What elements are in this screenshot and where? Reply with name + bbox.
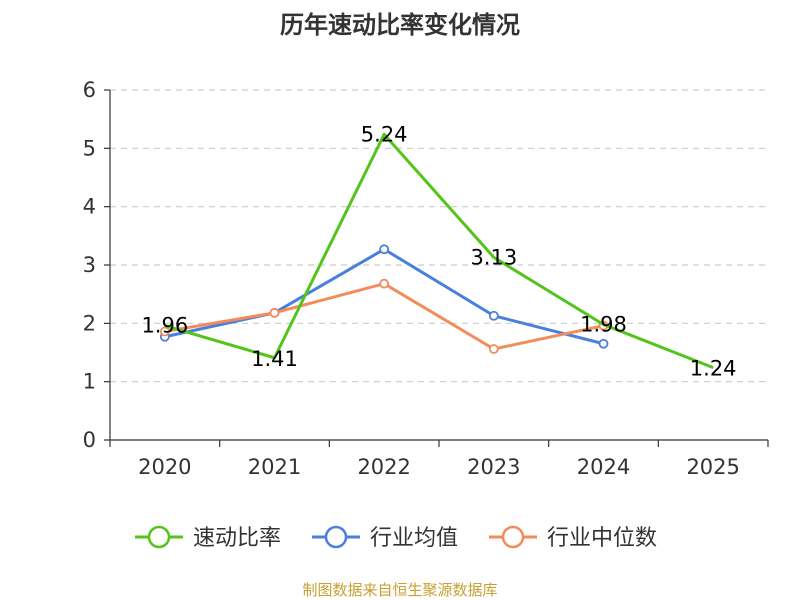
series-2-point-2021 <box>269 307 280 318</box>
series-line-2 <box>164 282 604 351</box>
series-line-1 <box>164 247 604 346</box>
series-2-point-2023 <box>488 344 499 354</box>
legend-marker-2 <box>501 525 525 549</box>
series-line-0 <box>164 132 714 370</box>
x-tick-label-2020: 2020 <box>138 455 191 479</box>
legend-marker-0 <box>147 525 171 549</box>
data-label-2020: 1.96 <box>141 314 188 338</box>
legend: 速动比率 行业均值 行业中位数 <box>135 525 657 551</box>
series-2-point-2022 <box>379 278 390 289</box>
data-label-2023: 3.13 <box>470 245 517 269</box>
x-tick-label-2022: 2022 <box>357 455 410 479</box>
y-tick-label-2: 2 <box>83 311 96 335</box>
series-1-point-2024 <box>598 338 609 349</box>
series-1-point-2023 <box>488 310 499 321</box>
y-tick-label-5: 5 <box>83 136 96 160</box>
legend-label-0: 速动比率 <box>193 526 281 551</box>
chart-title: 历年速动比率变化情况 <box>280 11 520 39</box>
x-tick-label-2024: 2024 <box>577 455 630 479</box>
data-label-2024: 1.98 <box>580 313 627 337</box>
data-labels: 1.96 1.41 5.24 3.13 1.98 1.24 <box>141 122 736 380</box>
x-tick-label-2025: 2025 <box>686 455 739 479</box>
axes: 0 1 2 3 4 5 6 2020 2021 2022 2023 2024 2025 <box>83 78 769 479</box>
y-tick-label-4: 4 <box>83 195 96 219</box>
x-tick-label-2023: 2023 <box>467 455 520 479</box>
legend-label-2: 行业中位数 <box>547 526 657 551</box>
x-tick-label-2021: 2021 <box>248 455 301 479</box>
series-1-point-2022 <box>379 244 390 255</box>
data-label-2022: 5.24 <box>361 122 408 146</box>
legend-marker-1 <box>324 525 348 549</box>
series-group <box>159 132 714 370</box>
y-tick-label-3: 3 <box>83 253 96 277</box>
y-tick-label-1: 1 <box>83 370 96 394</box>
data-label-2021: 1.41 <box>251 347 298 371</box>
series-2-point-2020 <box>159 326 170 337</box>
data-label-2025: 1.24 <box>690 357 737 381</box>
legend-label-1: 行业均值 <box>370 526 458 551</box>
source-note: 制图数据来自恒生聚源数据库 <box>302 581 497 599</box>
y-tick-label-0: 0 <box>83 428 96 452</box>
y-tick-label-6: 6 <box>83 78 96 102</box>
